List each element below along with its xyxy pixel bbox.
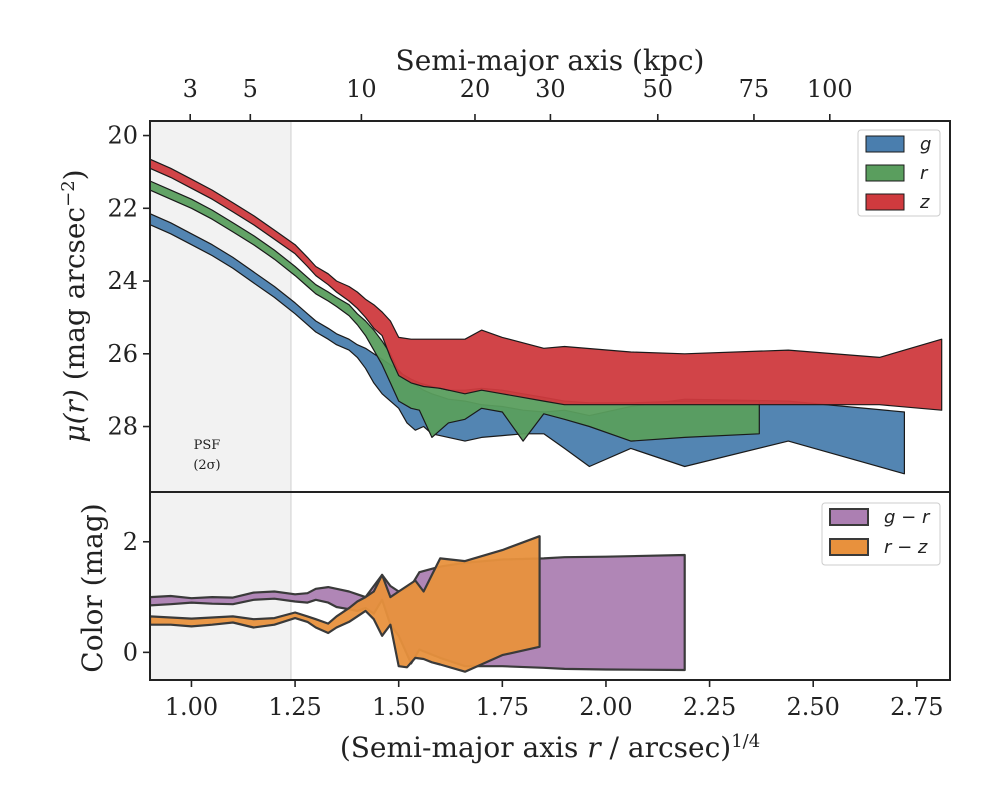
color-panel: [150, 535, 686, 673]
y-tick-label-top: 24: [107, 267, 138, 295]
legend-label: z: [919, 192, 930, 213]
x-tick-label-bottom: 1.25: [268, 693, 321, 721]
x-tick-label-bottom: 1.50: [372, 693, 425, 721]
legend-label: g − r: [884, 507, 931, 528]
band-r: [150, 180, 760, 442]
bottom-x-axis-title: (Semi-major axis r / arcsec)1/4: [340, 731, 760, 765]
y-tick-label-top: 28: [107, 413, 138, 441]
psf-sigma-label: (2σ): [193, 458, 220, 473]
top-x-tick-label: 3: [183, 75, 198, 103]
top-x-tick-label: 50: [642, 75, 673, 103]
legend-swatch: [865, 164, 905, 182]
legend-label: g: [920, 134, 931, 155]
top-x-tick-label: 10: [346, 75, 377, 103]
band-z: [150, 158, 943, 411]
top-x-axis-title: Semi-major axis (kpc): [396, 44, 705, 77]
top-x-tick-label: 20: [460, 75, 491, 103]
psf-shade: [150, 121, 291, 680]
psf-label: PSF: [194, 438, 221, 453]
y-tick-label-top: 26: [107, 340, 138, 368]
legend-swatch: [865, 193, 905, 211]
top-x-tick-label: 30: [535, 75, 566, 103]
y-tick-label-top: 20: [107, 122, 138, 150]
y-tick-label-bottom: 2: [123, 528, 138, 556]
legend-top: grz: [857, 129, 941, 217]
bottom-axes-frame: [149, 491, 951, 681]
x-tick-label-bottom: 2.25: [683, 693, 736, 721]
bottom-y-axis-title: Color (mag): [76, 503, 109, 672]
x-tick-label-bottom: 1.75: [476, 693, 529, 721]
ticks-layer: 20 22 24 26 28 3 5 10 20 30 50 75 100 0 2 1.00 1.25 1.50 1…: [107, 75, 943, 721]
y-tick-label-top: 22: [107, 194, 138, 222]
top-y-axis-title: μ(r) (mag arcsec−2): [58, 169, 92, 442]
legend-label: r: [920, 163, 929, 184]
legend-swatch: [829, 538, 869, 556]
x-tick-label-bottom: 1.00: [165, 693, 218, 721]
top-x-tick-label: 100: [807, 75, 853, 103]
top-x-tick-label: 75: [739, 75, 770, 103]
psf-region: [150, 121, 292, 680]
band-r-minus-z: [150, 535, 541, 673]
legend-swatch: [829, 508, 869, 526]
legend-label: r − z: [884, 537, 928, 558]
y-tick-label-bottom: 0: [123, 638, 138, 666]
surface-brightness-panel: [150, 158, 943, 475]
x-tick-label-bottom: 2.75: [890, 693, 943, 721]
top-x-tick-label: 5: [243, 75, 258, 103]
x-tick-label-bottom: 2.00: [579, 693, 632, 721]
legend-bottom: g − r r − z: [821, 502, 941, 566]
legend-swatch: [865, 135, 905, 153]
x-tick-label-bottom: 2.50: [786, 693, 839, 721]
